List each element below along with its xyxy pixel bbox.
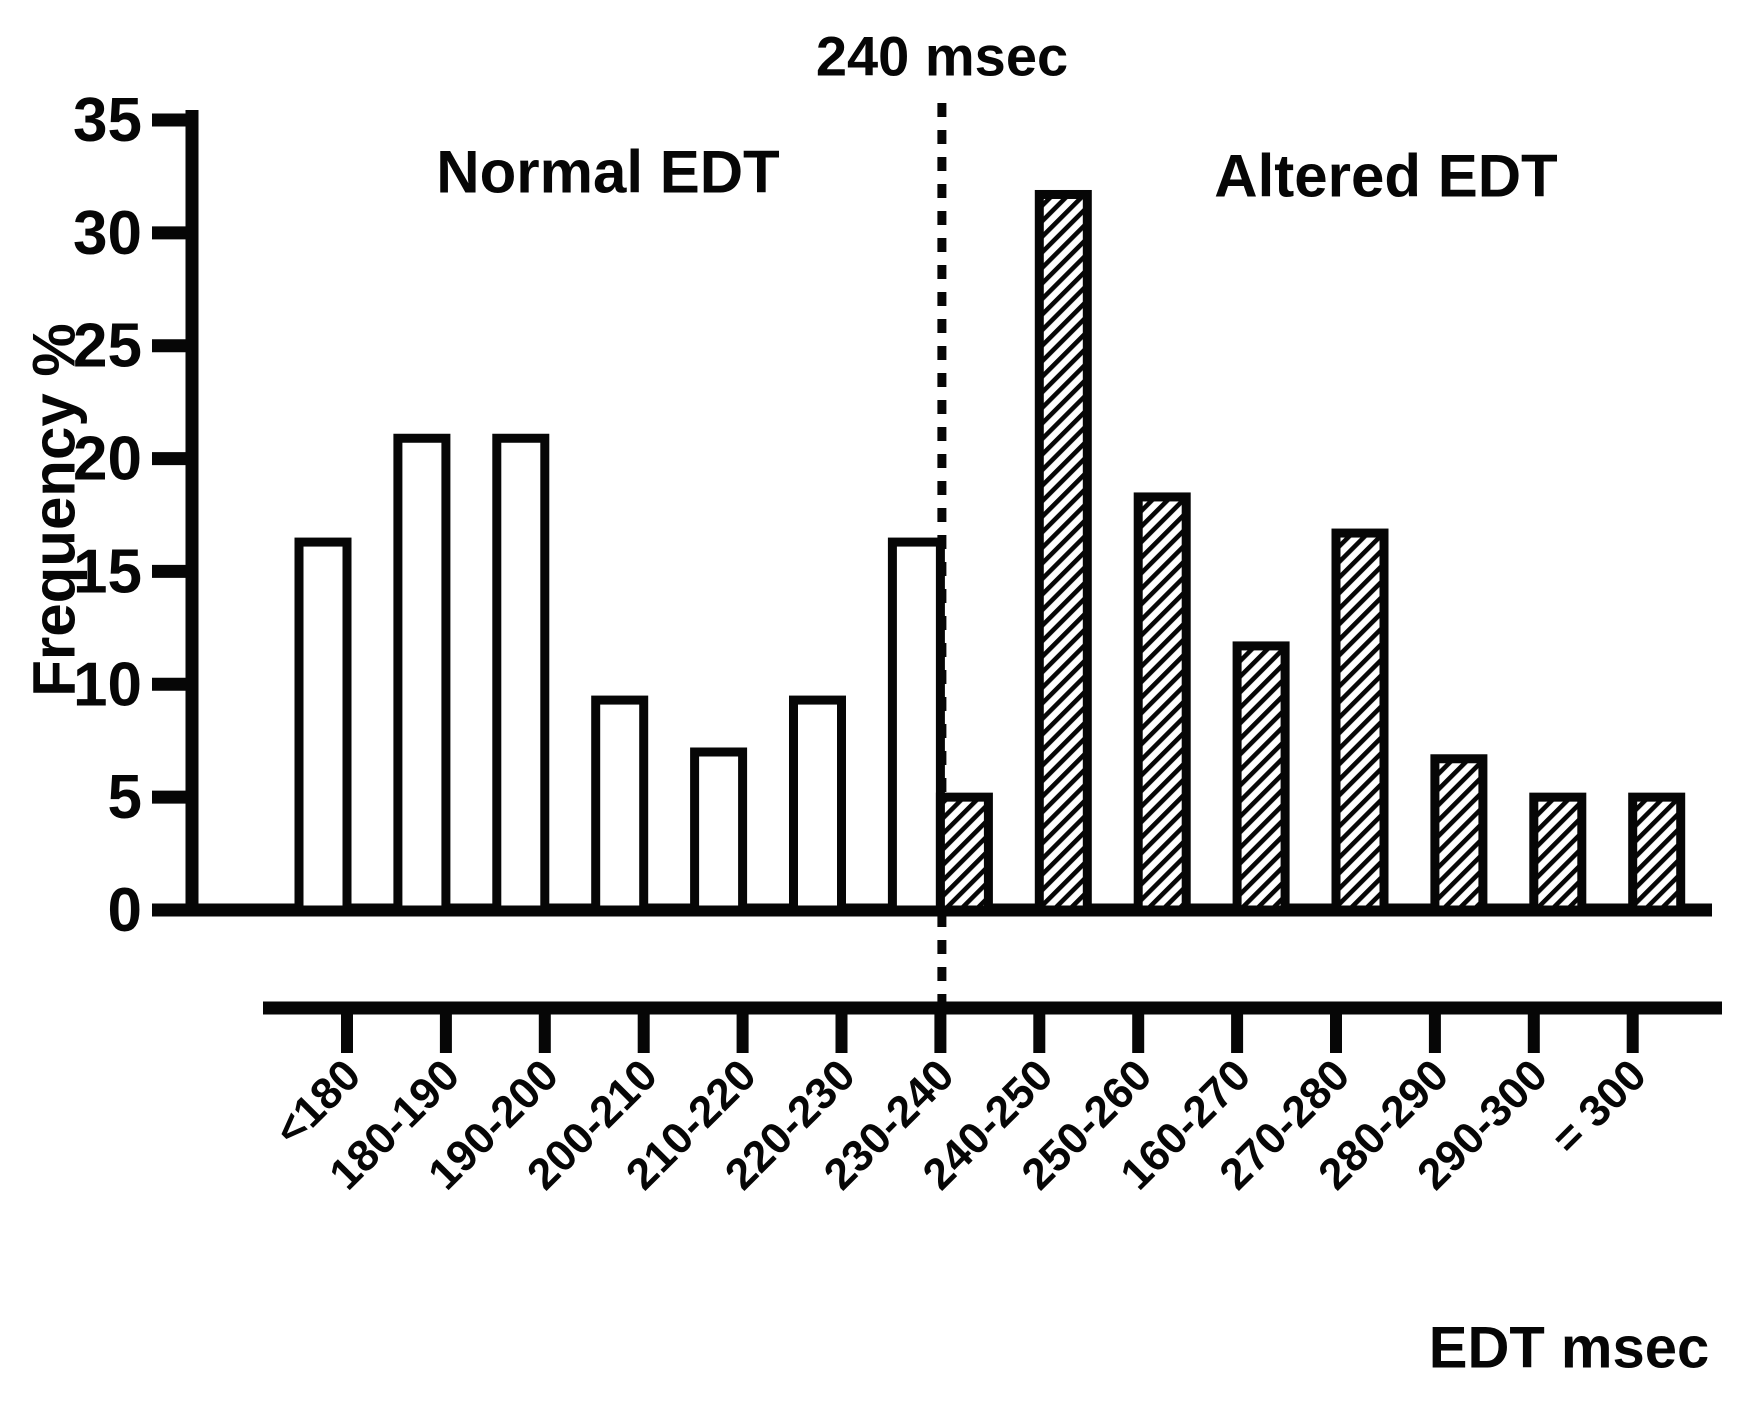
bar-altered-edt-250-260 xyxy=(1133,492,1191,915)
y-tick-label: 20 xyxy=(73,425,142,494)
bar-normal-edt-210-220 xyxy=(690,747,748,915)
bar-normal-edt-200-210 xyxy=(591,695,649,915)
bar-altered-edt-= 300 xyxy=(1628,792,1686,915)
y-tick-label: 0 xyxy=(108,876,142,945)
x-tick-label: = 300 xyxy=(1542,1050,1655,1163)
bar-altered-edt-240-250 xyxy=(1034,189,1092,915)
bar-normal-edt-<180 xyxy=(294,537,352,915)
y-tick-label: 25 xyxy=(73,312,142,381)
bar-normal-edt-220-230 xyxy=(789,695,846,915)
bar-altered-edt-230-240 xyxy=(935,792,993,915)
y-tick-label: 10 xyxy=(73,650,142,719)
threshold-label: 240 msec xyxy=(815,24,1069,88)
bar-altered-edt-270-280 xyxy=(1331,528,1389,915)
y-tick-label: 35 xyxy=(73,86,142,155)
bar-altered-edt-160-270 xyxy=(1232,641,1290,915)
x-axis-title: EDT msec xyxy=(1428,1315,1710,1381)
altered-edt-region-label: Altered EDT xyxy=(1214,142,1558,210)
normal-edt-region-label: Normal EDT xyxy=(436,138,780,206)
bar-altered-edt-290-300 xyxy=(1529,792,1587,915)
bar-normal-edt-180-190 xyxy=(393,433,451,915)
bar-normal-edt-230-240 xyxy=(887,537,945,915)
y-tick-label: 30 xyxy=(73,199,142,268)
y-axis-title: Frequency % xyxy=(20,323,88,697)
y-tick-label: 15 xyxy=(73,537,142,606)
y-tick-label: 5 xyxy=(108,763,142,832)
bar-normal-edt-190-200 xyxy=(492,433,550,915)
bar-altered-edt-280-290 xyxy=(1430,754,1488,915)
